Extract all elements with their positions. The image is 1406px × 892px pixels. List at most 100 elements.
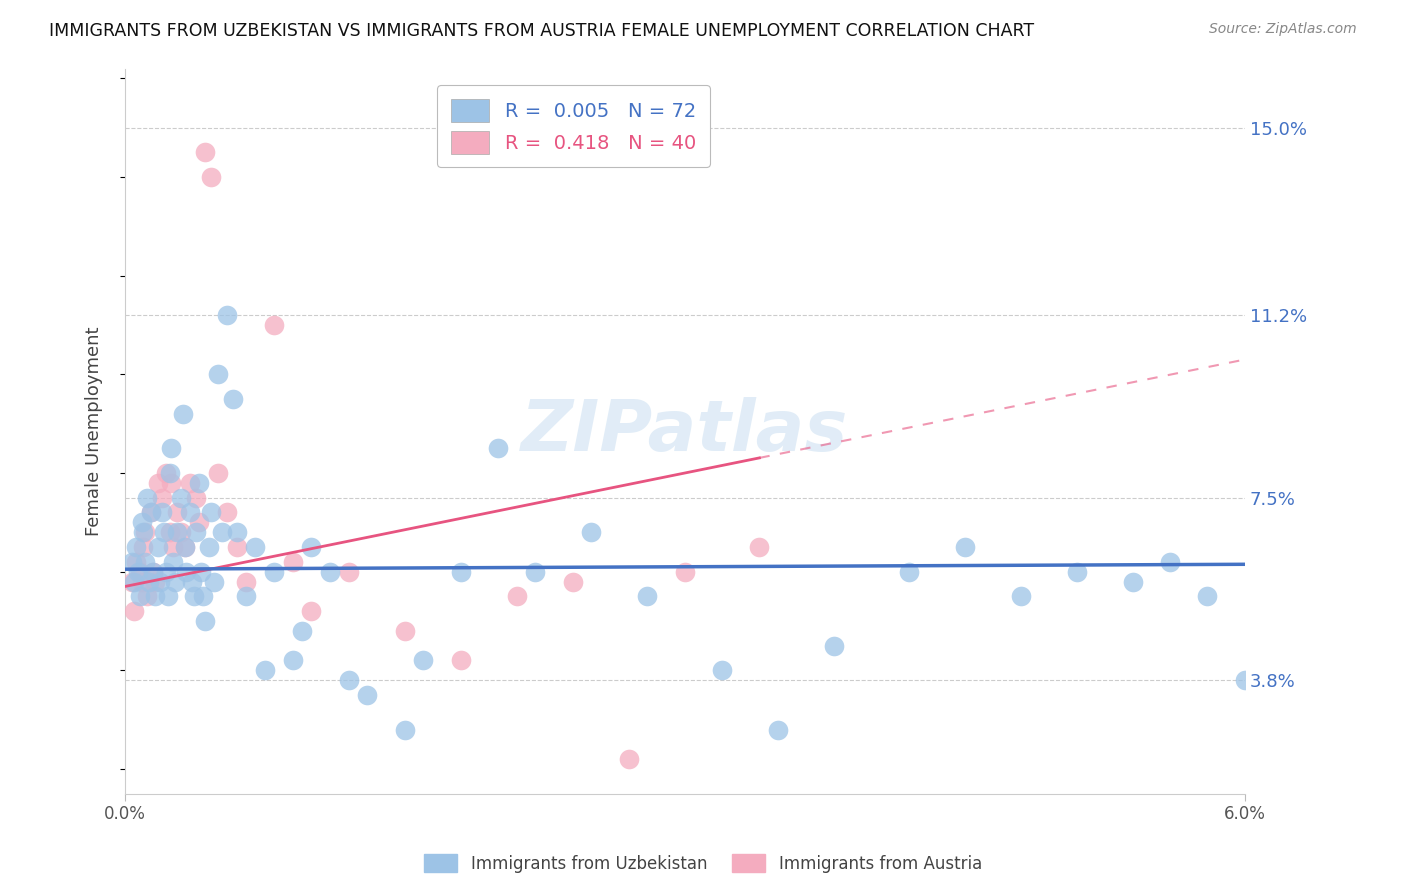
Point — [217, 308, 239, 322]
Point — [143, 590, 166, 604]
Point — [122, 604, 145, 618]
Point — [188, 475, 211, 490]
Point — [207, 466, 229, 480]
Point — [235, 590, 257, 604]
Point — [132, 525, 155, 540]
Point — [156, 590, 179, 604]
Point — [143, 574, 166, 589]
Point — [139, 506, 162, 520]
Point — [897, 565, 920, 579]
Point — [394, 624, 416, 638]
Point — [162, 555, 184, 569]
Point — [138, 574, 160, 589]
Point — [121, 555, 143, 569]
Legend: Immigrants from Uzbekistan, Immigrants from Austria: Immigrants from Uzbekistan, Immigrants f… — [418, 847, 988, 880]
Point — [172, 407, 194, 421]
Point — [211, 525, 233, 540]
Point — [748, 540, 770, 554]
Text: ZIPatlas: ZIPatlas — [522, 397, 848, 466]
Point — [356, 688, 378, 702]
Point — [122, 574, 145, 589]
Point — [617, 752, 640, 766]
Point — [188, 516, 211, 530]
Point — [524, 565, 547, 579]
Point — [225, 540, 247, 554]
Point — [170, 525, 193, 540]
Point — [165, 574, 187, 589]
Point — [636, 590, 658, 604]
Point — [170, 491, 193, 505]
Point — [193, 590, 215, 604]
Point — [766, 723, 789, 737]
Point — [150, 506, 173, 520]
Point — [673, 565, 696, 579]
Point — [173, 540, 195, 554]
Point — [450, 565, 472, 579]
Point — [1197, 590, 1219, 604]
Point — [711, 664, 734, 678]
Text: Source: ZipAtlas.com: Source: ZipAtlas.com — [1209, 22, 1357, 37]
Point — [581, 525, 603, 540]
Point — [301, 604, 323, 618]
Point — [1010, 590, 1032, 604]
Point — [128, 565, 150, 579]
Point — [173, 540, 195, 554]
Point — [136, 590, 159, 604]
Point — [176, 565, 198, 579]
Point — [1122, 574, 1144, 589]
Point — [281, 653, 304, 667]
Point — [179, 506, 201, 520]
Point — [198, 540, 221, 554]
Point — [132, 540, 155, 554]
Point — [301, 540, 323, 554]
Point — [159, 525, 181, 540]
Point — [153, 525, 176, 540]
Point — [183, 590, 205, 604]
Point — [190, 565, 212, 579]
Point — [217, 506, 239, 520]
Point — [281, 555, 304, 569]
Point — [337, 673, 360, 688]
Point — [150, 491, 173, 505]
Point — [155, 565, 177, 579]
Point — [166, 506, 188, 520]
Point — [506, 590, 529, 604]
Point — [823, 639, 845, 653]
Point — [207, 368, 229, 382]
Point — [127, 565, 149, 579]
Point — [1159, 555, 1181, 569]
Point — [953, 540, 976, 554]
Legend: R =  0.005   N = 72, R =  0.418   N = 40: R = 0.005 N = 72, R = 0.418 N = 40 — [437, 86, 710, 168]
Point — [184, 525, 207, 540]
Point — [200, 169, 222, 184]
Point — [162, 540, 184, 554]
Text: IMMIGRANTS FROM UZBEKISTAN VS IMMIGRANTS FROM AUSTRIA FEMALE UNEMPLOYMENT CORREL: IMMIGRANTS FROM UZBEKISTAN VS IMMIGRANTS… — [49, 22, 1035, 40]
Point — [139, 506, 162, 520]
Point — [245, 540, 267, 554]
Point — [160, 442, 183, 456]
Point — [142, 565, 165, 579]
Point — [179, 475, 201, 490]
Point — [450, 653, 472, 667]
Point — [160, 475, 183, 490]
Point — [235, 574, 257, 589]
Point — [142, 565, 165, 579]
Y-axis label: Female Unemployment: Female Unemployment — [86, 326, 103, 536]
Point — [155, 466, 177, 480]
Point — [131, 574, 153, 589]
Point — [319, 565, 342, 579]
Point — [121, 574, 143, 589]
Point — [253, 664, 276, 678]
Point — [134, 555, 156, 569]
Point — [194, 614, 217, 628]
Point — [128, 590, 150, 604]
Point — [134, 525, 156, 540]
Point — [263, 565, 285, 579]
Point — [337, 565, 360, 579]
Point — [291, 624, 314, 638]
Point — [194, 145, 217, 160]
Point — [1066, 565, 1088, 579]
Point — [184, 491, 207, 505]
Point — [148, 540, 170, 554]
Point — [181, 574, 204, 589]
